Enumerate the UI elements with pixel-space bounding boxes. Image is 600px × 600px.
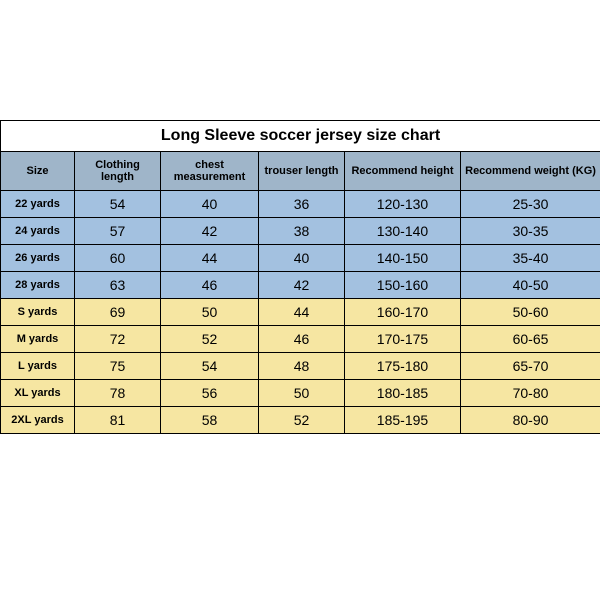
cell-value: 75 xyxy=(75,353,161,380)
cell-value: 130-140 xyxy=(345,218,461,245)
table-head: Long Sleeve soccer jersey size chart Siz… xyxy=(1,121,600,191)
table-row: 2XL yards815852185-19580-90 xyxy=(1,407,600,434)
cell-value: 70-80 xyxy=(461,380,600,407)
cell-value: 54 xyxy=(161,353,259,380)
cell-value: 56 xyxy=(161,380,259,407)
table-row: 28 yards634642150-16040-50 xyxy=(1,272,600,299)
cell-size: 24 yards xyxy=(1,218,75,245)
cell-value: 65-70 xyxy=(461,353,600,380)
cell-value: 170-175 xyxy=(345,326,461,353)
cell-value: 160-170 xyxy=(345,299,461,326)
col-clothing-length: Clothing length xyxy=(75,152,161,191)
cell-value: 52 xyxy=(259,407,345,434)
table-row: 24 yards574238130-14030-35 xyxy=(1,218,600,245)
cell-value: 80-90 xyxy=(461,407,600,434)
cell-size: 26 yards xyxy=(1,245,75,272)
cell-size: S yards xyxy=(1,299,75,326)
table-title: Long Sleeve soccer jersey size chart xyxy=(1,121,600,152)
cell-value: 40 xyxy=(259,245,345,272)
col-rec-weight: Recommend weight (KG) xyxy=(461,152,600,191)
table-row: XL yards785650180-18570-80 xyxy=(1,380,600,407)
cell-size: XL yards xyxy=(1,380,75,407)
table-row: L yards755448175-18065-70 xyxy=(1,353,600,380)
cell-value: 40-50 xyxy=(461,272,600,299)
cell-value: 46 xyxy=(161,272,259,299)
cell-value: 44 xyxy=(259,299,345,326)
cell-size: L yards xyxy=(1,353,75,380)
cell-value: 60-65 xyxy=(461,326,600,353)
cell-value: 42 xyxy=(161,218,259,245)
col-trouser-length: trouser length xyxy=(259,152,345,191)
size-chart-table: Long Sleeve soccer jersey size chart Siz… xyxy=(0,120,600,434)
cell-value: 81 xyxy=(75,407,161,434)
cell-value: 69 xyxy=(75,299,161,326)
cell-value: 46 xyxy=(259,326,345,353)
title-row: Long Sleeve soccer jersey size chart xyxy=(1,121,600,152)
cell-value: 63 xyxy=(75,272,161,299)
cell-value: 40 xyxy=(161,191,259,218)
cell-value: 140-150 xyxy=(345,245,461,272)
cell-value: 185-195 xyxy=(345,407,461,434)
col-rec-height: Recommend height xyxy=(345,152,461,191)
cell-value: 72 xyxy=(75,326,161,353)
table-row: M yards725246170-17560-65 xyxy=(1,326,600,353)
table-row: S yards695044160-17050-60 xyxy=(1,299,600,326)
cell-value: 25-30 xyxy=(461,191,600,218)
cell-value: 50-60 xyxy=(461,299,600,326)
cell-value: 50 xyxy=(161,299,259,326)
cell-value: 175-180 xyxy=(345,353,461,380)
cell-size: M yards xyxy=(1,326,75,353)
cell-value: 35-40 xyxy=(461,245,600,272)
cell-size: 2XL yards xyxy=(1,407,75,434)
col-size: Size xyxy=(1,152,75,191)
cell-value: 180-185 xyxy=(345,380,461,407)
header-row: Size Clothing length chest measurement t… xyxy=(1,152,600,191)
page: Long Sleeve soccer jersey size chart Siz… xyxy=(0,0,600,600)
cell-value: 44 xyxy=(161,245,259,272)
cell-value: 60 xyxy=(75,245,161,272)
cell-value: 54 xyxy=(75,191,161,218)
cell-size: 22 yards xyxy=(1,191,75,218)
cell-value: 58 xyxy=(161,407,259,434)
cell-value: 38 xyxy=(259,218,345,245)
cell-value: 52 xyxy=(161,326,259,353)
cell-value: 30-35 xyxy=(461,218,600,245)
table-row: 22 yards544036120-13025-30 xyxy=(1,191,600,218)
col-chest: chest measurement xyxy=(161,152,259,191)
cell-value: 36 xyxy=(259,191,345,218)
cell-value: 78 xyxy=(75,380,161,407)
cell-value: 150-160 xyxy=(345,272,461,299)
cell-size: 28 yards xyxy=(1,272,75,299)
table-body: 22 yards544036120-13025-3024 yards574238… xyxy=(1,191,600,434)
cell-value: 48 xyxy=(259,353,345,380)
cell-value: 57 xyxy=(75,218,161,245)
table-row: 26 yards604440140-15035-40 xyxy=(1,245,600,272)
cell-value: 50 xyxy=(259,380,345,407)
cell-value: 42 xyxy=(259,272,345,299)
cell-value: 120-130 xyxy=(345,191,461,218)
